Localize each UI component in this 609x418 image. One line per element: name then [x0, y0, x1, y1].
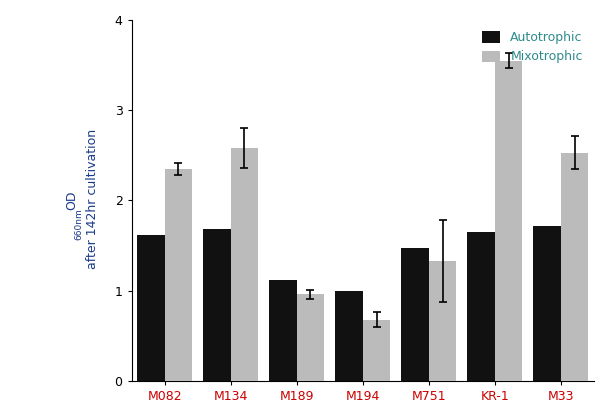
- Bar: [336, 291, 363, 381]
- Bar: [164, 169, 192, 381]
- Bar: [203, 229, 231, 381]
- Bar: [269, 280, 297, 381]
- Bar: [533, 226, 561, 381]
- Text: after 142hr cultivation: after 142hr cultivation: [86, 128, 99, 273]
- Text: OD: OD: [65, 191, 78, 210]
- Bar: [137, 235, 164, 381]
- Bar: [297, 294, 324, 381]
- Bar: [561, 153, 588, 381]
- Bar: [495, 61, 523, 381]
- Legend: Autotrophic, Mixotrophic: Autotrophic, Mixotrophic: [476, 26, 588, 69]
- Bar: [401, 248, 429, 381]
- Text: 660nm: 660nm: [74, 208, 83, 240]
- Bar: [231, 148, 258, 381]
- Bar: [467, 232, 495, 381]
- Bar: [429, 261, 456, 381]
- Bar: [363, 320, 390, 381]
